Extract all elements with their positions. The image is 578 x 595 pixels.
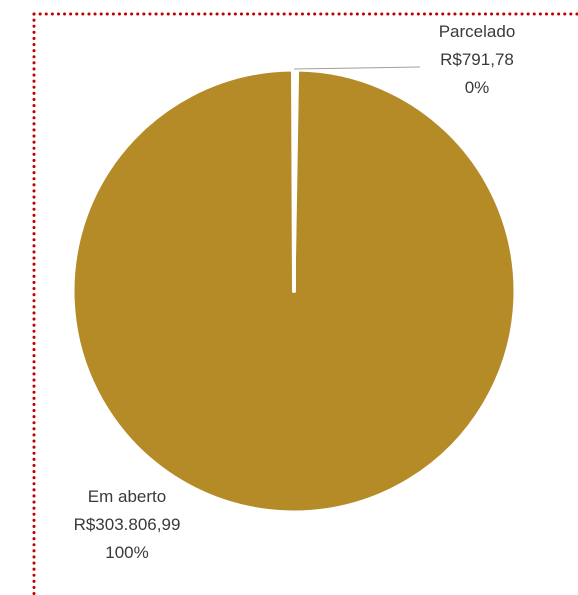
em-aberto-label: Em aberto — [88, 487, 166, 506]
em-aberto-value: R$303.806,99 — [74, 515, 181, 534]
data-label-parcelado: Parcelado R$791,78 0% — [439, 22, 516, 97]
chart-border — [32, 12, 578, 595]
pie-slices — [71, 68, 517, 514]
parcelado-value: R$791,78 — [440, 50, 514, 69]
parcelado-label: Parcelado — [439, 22, 516, 41]
parcelado-leader-line — [293, 66, 421, 70]
data-label-em-aberto: Em aberto R$303.806,99 100% — [74, 487, 181, 562]
pie-slice-separator — [291, 68, 296, 293]
parcelado-percent: 0% — [465, 78, 490, 97]
em-aberto-percent: 100% — [105, 543, 148, 562]
